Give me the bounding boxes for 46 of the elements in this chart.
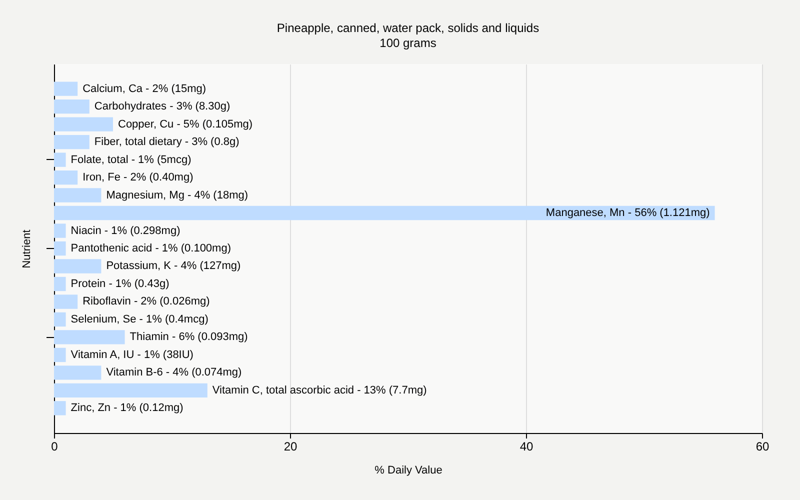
y-tick-label: Manganese, Mn - 56% (1.121mg): [546, 207, 710, 220]
y-tick-label: Selenium, Se - 1% (0.4mcg): [70, 313, 208, 326]
y-tick-label: Protein - 1% (0.43g): [70, 278, 170, 290]
bar: [54, 188, 102, 202]
bar: [54, 330, 125, 344]
y-tick-label: Vitamin C, total ascorbic acid - 13% (7.7mg): [212, 384, 427, 396]
y-tick-label: Thiamin - 6% (0.093mg): [130, 331, 248, 344]
bar: [54, 206, 715, 220]
bar: [54, 99, 90, 114]
y-tick-label: Iron, Fe - 2% (0.40mg): [82, 172, 194, 184]
bar: [54, 224, 66, 238]
x-tick-label: 60: [756, 440, 770, 454]
bar: [54, 259, 102, 274]
x-tick-label: 40: [520, 440, 534, 454]
y-tick-label: Copper, Cu - 5% (0.105mg): [118, 118, 253, 130]
x-tick-label: 20: [284, 440, 298, 454]
bar: [54, 348, 66, 362]
bar: [54, 82, 78, 96]
bar: [54, 134, 90, 150]
bar: [54, 312, 66, 327]
y-tick-label: Calcium, Ca - 2% (15mg): [82, 82, 206, 95]
bar: [54, 276, 66, 292]
bar: [54, 294, 78, 309]
y-tick-label: Niacin - 1% (0.298mg): [70, 224, 180, 237]
bar: [54, 401, 66, 416]
y-tick-label: Zinc, Zn - 1% (0.12mg): [70, 402, 184, 414]
bar: [54, 117, 113, 132]
y-tick-label: Fiber, total dietary - 3% (0.8g): [94, 136, 240, 148]
y-tick-label: Riboflavin - 2% (0.026mg): [82, 296, 210, 308]
y-tick-label: Carbohydrates - 3% (8.30g): [94, 100, 230, 113]
y-tick-label: Magnesium, Mg - 4% (18mg): [106, 189, 248, 202]
x-tick-label: 0: [51, 440, 58, 454]
y-tick-label: Folate, total - 1% (5mcg): [70, 154, 192, 166]
y-tick-label: Vitamin B-6 - 4% (0.074mg): [106, 366, 242, 379]
y-tick-label: Pantothenic acid - 1% (0.100mg): [70, 242, 232, 254]
chart-title: Pineapple, canned, water pack, solids and liquids: [276, 21, 540, 35]
bar: [54, 170, 78, 185]
bar: [54, 366, 102, 380]
bar: [54, 383, 208, 398]
x-axis-title: % Daily Value: [374, 464, 442, 476]
y-axis-title: Nutrient: [21, 230, 33, 268]
y-tick-label: Vitamin A, IU - 1% (38IU): [70, 348, 194, 361]
bar: [54, 241, 66, 256]
bar: [54, 152, 66, 167]
y-tick-label: Potassium, K - 4% (127mg): [106, 260, 241, 272]
chart-subtitle: 100 grams: [380, 36, 436, 50]
